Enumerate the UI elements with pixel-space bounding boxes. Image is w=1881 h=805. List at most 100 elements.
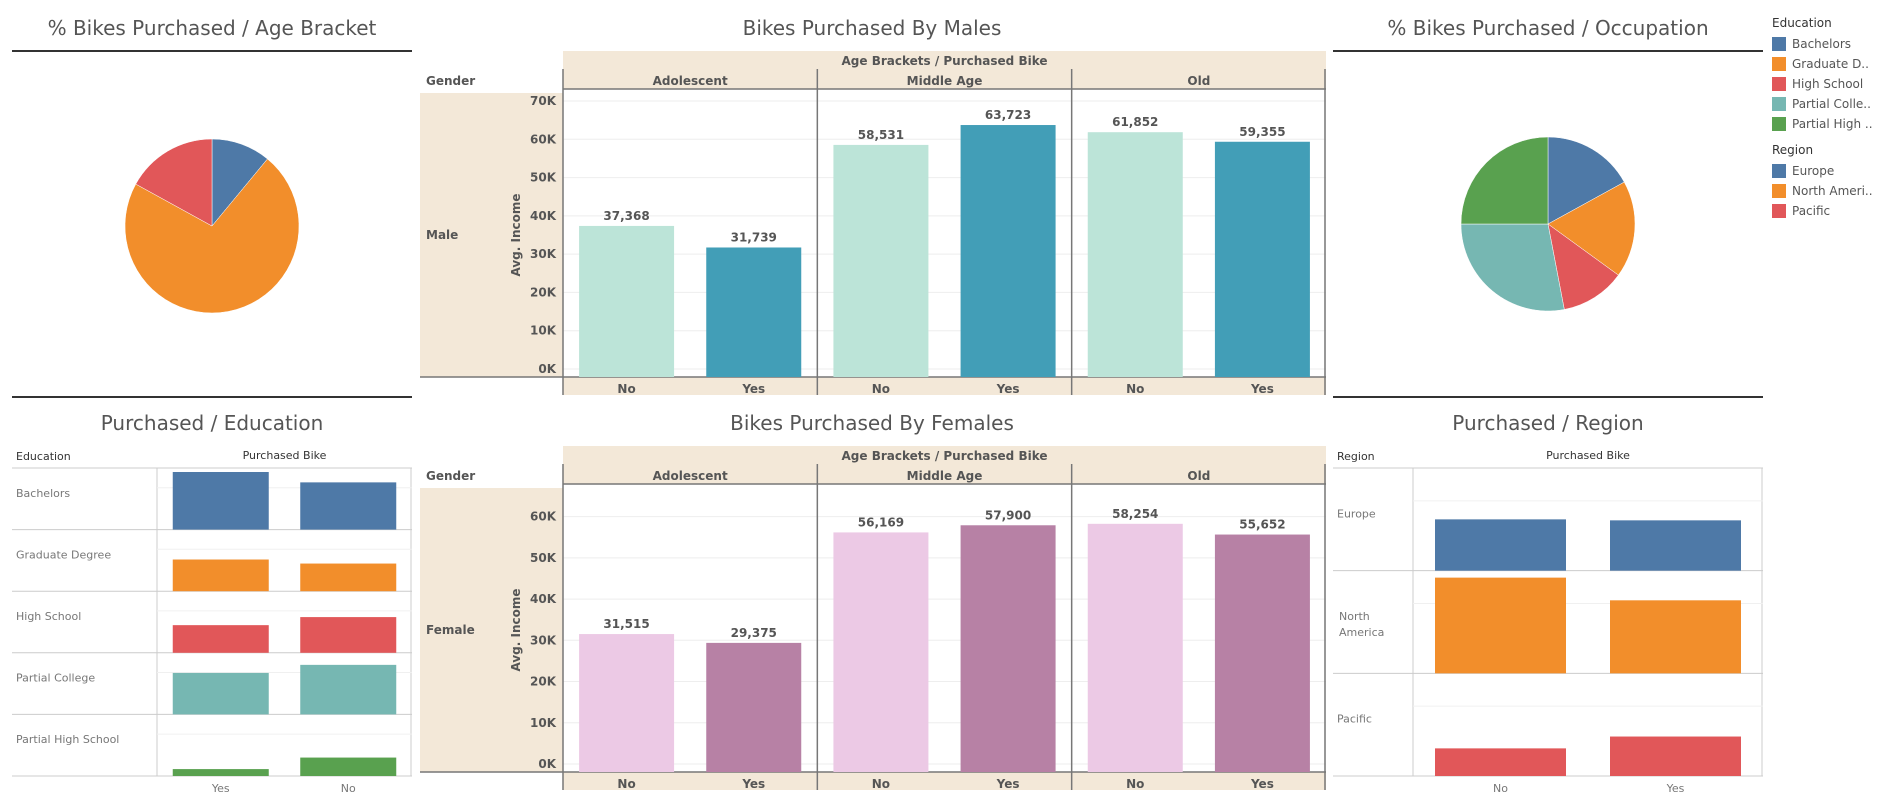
region-bar-table[interactable]: Region Purchased Bike Europe North America Pa… — [1333, 446, 1765, 796]
region-legend-title: Region — [1772, 143, 1814, 157]
y-axis-label: Avg. Income — [509, 193, 523, 276]
color-swatch — [1772, 97, 1786, 111]
males-bar-chart[interactable]: Age Brackets / Purchased Bike Gender Male A… — [420, 50, 1326, 400]
color-swatch — [1772, 77, 1786, 91]
bar[interactable] — [300, 563, 397, 592]
occupation-pie-chart[interactable] — [1448, 124, 1648, 324]
bar[interactable] — [1214, 534, 1310, 772]
data-label: 56,169 — [858, 515, 904, 529]
pie-slice[interactable] — [1460, 136, 1549, 225]
bar[interactable] — [1610, 600, 1741, 674]
x-tick-label: No — [1126, 777, 1144, 791]
row-label: High School — [16, 610, 81, 623]
bar[interactable] — [172, 625, 269, 653]
bar[interactable] — [579, 225, 675, 377]
divider — [1333, 50, 1763, 52]
legend-item-label: Partial Colle.. — [1792, 97, 1871, 111]
row-label: Female — [426, 623, 475, 637]
facet-header: Age Brackets / Purchased Bike — [842, 449, 1048, 463]
x-tick-label: No — [1126, 382, 1144, 396]
data-label: 55,652 — [1239, 518, 1285, 532]
row-header: Gender — [426, 469, 475, 483]
bar[interactable] — [1087, 523, 1183, 772]
pie-slice[interactable] — [1547, 136, 1625, 225]
legend-item-graduate-degree[interactable]: Graduate D.. — [1772, 54, 1873, 74]
bar[interactable] — [706, 247, 802, 377]
data-label: 61,852 — [1112, 115, 1158, 129]
data-label: 37,368 — [603, 209, 649, 223]
row-label: Male — [426, 228, 458, 242]
group-label: Old — [1187, 74, 1210, 88]
bar[interactable] — [579, 634, 675, 772]
group-label: Adolescent — [653, 469, 728, 483]
bar[interactable] — [706, 642, 802, 772]
bar[interactable] — [960, 525, 1056, 772]
y-tick-label: 0K — [538, 757, 556, 771]
y-tick-label: 40K — [530, 209, 557, 223]
y-tick-label: 30K — [530, 247, 557, 261]
legend-item-partial-college[interactable]: Partial Colle.. — [1772, 94, 1873, 114]
row-label: Partial College — [16, 672, 95, 685]
color-swatch — [1772, 117, 1786, 131]
bar[interactable] — [1087, 132, 1183, 377]
bar[interactable] — [1435, 748, 1566, 776]
bar[interactable] — [1610, 520, 1741, 571]
bar[interactable] — [1435, 577, 1566, 674]
legend-item-north-america[interactable]: North Ameri.. — [1772, 181, 1873, 201]
row-header-band — [420, 93, 563, 377]
legend-item-bachelors[interactable]: Bachelors — [1772, 34, 1873, 54]
age-bracket-pie-chart[interactable] — [112, 126, 312, 326]
legend-item-partial-high-school[interactable]: Partial High .. — [1772, 114, 1873, 134]
color-swatch — [1772, 184, 1786, 198]
bar[interactable] — [172, 559, 269, 592]
row-header: Gender — [426, 74, 475, 88]
legend-item-pacific[interactable]: Pacific — [1772, 201, 1873, 221]
females-bar-chart[interactable]: Age Brackets / Purchased Bike Gender Femal… — [420, 445, 1326, 795]
row-label: Europe — [1337, 507, 1376, 520]
bar[interactable] — [172, 769, 269, 776]
bar[interactable] — [1214, 141, 1310, 377]
bar[interactable] — [300, 664, 397, 715]
pie-slice[interactable] — [1547, 181, 1636, 276]
x-tick-label: No — [872, 777, 890, 791]
pie-slice[interactable] — [124, 158, 300, 314]
bar[interactable] — [833, 144, 929, 377]
bar[interactable] — [300, 757, 397, 776]
column-header: Purchased Bike — [1546, 449, 1630, 462]
pie-slice[interactable] — [1547, 223, 1619, 310]
bar[interactable] — [300, 617, 397, 653]
y-tick-label: 60K — [530, 510, 557, 524]
facet-header: Age Brackets / Purchased Bike — [842, 54, 1048, 68]
x-tick-label: No — [872, 382, 890, 396]
data-label: 63,723 — [985, 108, 1031, 122]
pie-slice[interactable] — [135, 138, 213, 227]
bar[interactable] — [300, 482, 397, 530]
y-tick-label: 10K — [530, 324, 557, 338]
x-tick-label: No — [617, 382, 635, 396]
color-swatch — [1772, 164, 1786, 178]
data-label: 58,254 — [1112, 507, 1158, 521]
header-band — [563, 446, 1326, 484]
legend-item-europe[interactable]: Europe — [1772, 161, 1873, 181]
bar[interactable] — [172, 672, 269, 715]
row-label: Bachelors — [16, 487, 70, 500]
color-swatch — [1772, 57, 1786, 71]
row-label: North — [1339, 610, 1370, 623]
data-label: 31,515 — [603, 617, 649, 631]
bar[interactable] — [960, 125, 1056, 377]
x-tick-label: Yes — [996, 382, 1020, 396]
y-tick-label: 20K — [530, 285, 557, 299]
row-header-band — [420, 488, 563, 772]
bar[interactable] — [172, 472, 269, 530]
x-tick-label: Yes — [211, 782, 230, 795]
header-band — [563, 51, 1326, 89]
pie-slice[interactable] — [1460, 223, 1565, 312]
education-bar-table[interactable]: Education Purchased Bike Bachelors Graduate… — [12, 446, 414, 796]
males-chart-title: Bikes Purchased By Males — [742, 16, 1002, 40]
bar[interactable] — [1435, 519, 1566, 571]
bar[interactable] — [833, 532, 929, 772]
bar[interactable] — [1610, 736, 1741, 776]
legend-item-label: High School — [1792, 77, 1864, 91]
legend-item-high-school[interactable]: High School — [1772, 74, 1873, 94]
legend-item-label: North Ameri.. — [1792, 184, 1873, 198]
